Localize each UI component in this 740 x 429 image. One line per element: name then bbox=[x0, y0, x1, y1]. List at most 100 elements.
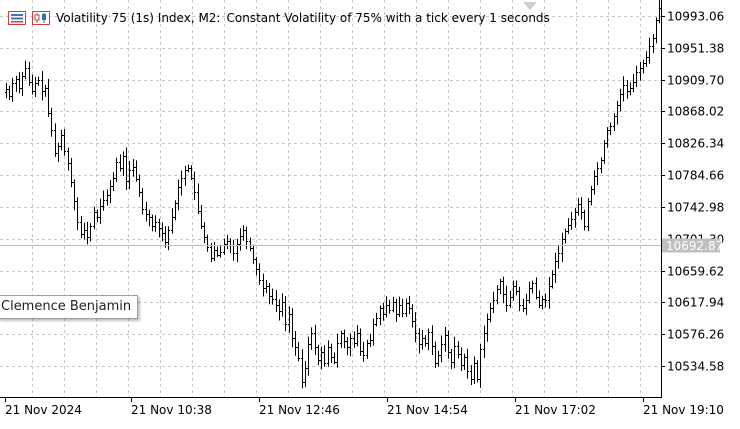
price-bar bbox=[434, 341, 437, 369]
price-bar bbox=[125, 147, 128, 191]
price-bar bbox=[551, 270, 554, 289]
price-bar bbox=[106, 189, 109, 206]
price-bar bbox=[161, 222, 164, 242]
x-tick-label: 21 Nov 14:54 bbox=[387, 403, 468, 417]
price-bar bbox=[512, 280, 515, 301]
price-bar bbox=[408, 295, 411, 315]
price-bar bbox=[629, 82, 632, 96]
price-bar bbox=[18, 72, 21, 94]
price-bar bbox=[119, 154, 122, 172]
price-bar bbox=[96, 209, 99, 223]
price-bar bbox=[473, 356, 476, 384]
price-bar bbox=[574, 207, 577, 228]
price-bar bbox=[252, 244, 255, 264]
price-bar bbox=[236, 238, 239, 263]
price-bar bbox=[522, 298, 525, 313]
price-bar bbox=[405, 298, 408, 317]
price-bar bbox=[593, 170, 596, 195]
price-bar bbox=[655, 17, 658, 44]
price-bar bbox=[317, 344, 320, 366]
price-bar bbox=[193, 171, 196, 201]
price-bar bbox=[603, 140, 606, 164]
price-bar bbox=[613, 113, 616, 132]
price-bar bbox=[401, 298, 404, 318]
price-bar bbox=[541, 295, 544, 310]
chart-shift-arrow-icon[interactable] bbox=[523, 2, 537, 10]
price-bar bbox=[450, 348, 453, 369]
price-bar bbox=[486, 313, 489, 342]
price-bar bbox=[262, 273, 265, 297]
price-bar bbox=[314, 324, 317, 355]
price-bar bbox=[509, 290, 512, 308]
chart-header: Volatility 75 (1s) Index, M2: Constant V… bbox=[8, 9, 550, 27]
price-bar bbox=[213, 242, 216, 262]
price-bar bbox=[424, 335, 427, 347]
price-bar bbox=[89, 223, 92, 242]
price-bar bbox=[258, 263, 261, 285]
price-bar bbox=[444, 326, 447, 352]
y-tick-label: 10617.94 bbox=[667, 296, 724, 310]
price-bar bbox=[86, 221, 89, 245]
price-bar bbox=[190, 165, 193, 181]
price-bar bbox=[385, 296, 388, 318]
price-bar bbox=[379, 305, 382, 326]
candlestick-icon[interactable] bbox=[32, 11, 50, 25]
price-bar bbox=[109, 180, 112, 204]
price-bar bbox=[457, 341, 460, 359]
price-bar bbox=[320, 346, 323, 370]
y-tick-label: 10909.70 bbox=[667, 74, 724, 88]
price-bar bbox=[310, 327, 313, 350]
price-bar bbox=[356, 325, 359, 347]
price-bar bbox=[297, 341, 300, 362]
price-bar bbox=[515, 280, 518, 296]
price-bar bbox=[502, 276, 505, 304]
price-bar bbox=[447, 330, 450, 359]
price-bar bbox=[187, 164, 190, 173]
price-bar bbox=[580, 197, 583, 220]
price-bar bbox=[200, 204, 203, 230]
price-bar bbox=[340, 330, 343, 348]
price-bar bbox=[63, 128, 66, 156]
price-bar bbox=[645, 51, 648, 67]
chart-list-icon[interactable] bbox=[8, 11, 26, 25]
price-bar bbox=[470, 364, 473, 386]
price-bar bbox=[567, 218, 570, 234]
price-bar bbox=[366, 339, 369, 359]
price-bar bbox=[642, 59, 645, 74]
price-bar bbox=[528, 281, 531, 304]
price-bar bbox=[158, 218, 161, 238]
price-bar bbox=[249, 237, 252, 252]
x-tick-label: 21 Nov 12:46 bbox=[259, 403, 340, 417]
price-bar bbox=[372, 318, 375, 346]
price-bar bbox=[609, 122, 612, 136]
price-bar bbox=[499, 278, 502, 295]
price-bar bbox=[226, 234, 229, 249]
price-bar bbox=[554, 252, 557, 283]
price-bar bbox=[548, 276, 551, 309]
price-bar bbox=[622, 76, 625, 102]
price-axis[interactable]: 10993.06 10951.38 10909.70 10868.02 10826.34… bbox=[661, 10, 724, 374]
price-bar bbox=[8, 85, 11, 100]
price-bar bbox=[346, 337, 349, 356]
y-tick-label: 10784.66 bbox=[667, 169, 724, 183]
price-bar bbox=[5, 83, 8, 99]
time-axis[interactable]: 21 Nov 2024 21 Nov 10:38 21 Nov 12:46 21 No… bbox=[5, 397, 724, 417]
price-bar bbox=[44, 84, 47, 97]
price-bar bbox=[421, 330, 424, 350]
price-bar bbox=[362, 341, 365, 362]
x-tick-label: 21 Nov 17:02 bbox=[515, 403, 596, 417]
price-bar bbox=[37, 76, 40, 87]
price-bar bbox=[135, 160, 138, 182]
x-tick-label: 21 Nov 2024 bbox=[5, 403, 82, 417]
price-bar bbox=[648, 37, 651, 64]
price-bar bbox=[184, 165, 187, 186]
user-name-label[interactable]: Clemence Benjamin bbox=[0, 295, 139, 319]
price-bar bbox=[323, 345, 326, 367]
price-bar bbox=[15, 75, 18, 92]
price-bar bbox=[268, 282, 271, 305]
y-tick-label: 10826.34 bbox=[667, 137, 724, 151]
symbol-title: Volatility 75 (1s) Index, M2: bbox=[56, 11, 221, 25]
price-bar bbox=[93, 206, 96, 230]
